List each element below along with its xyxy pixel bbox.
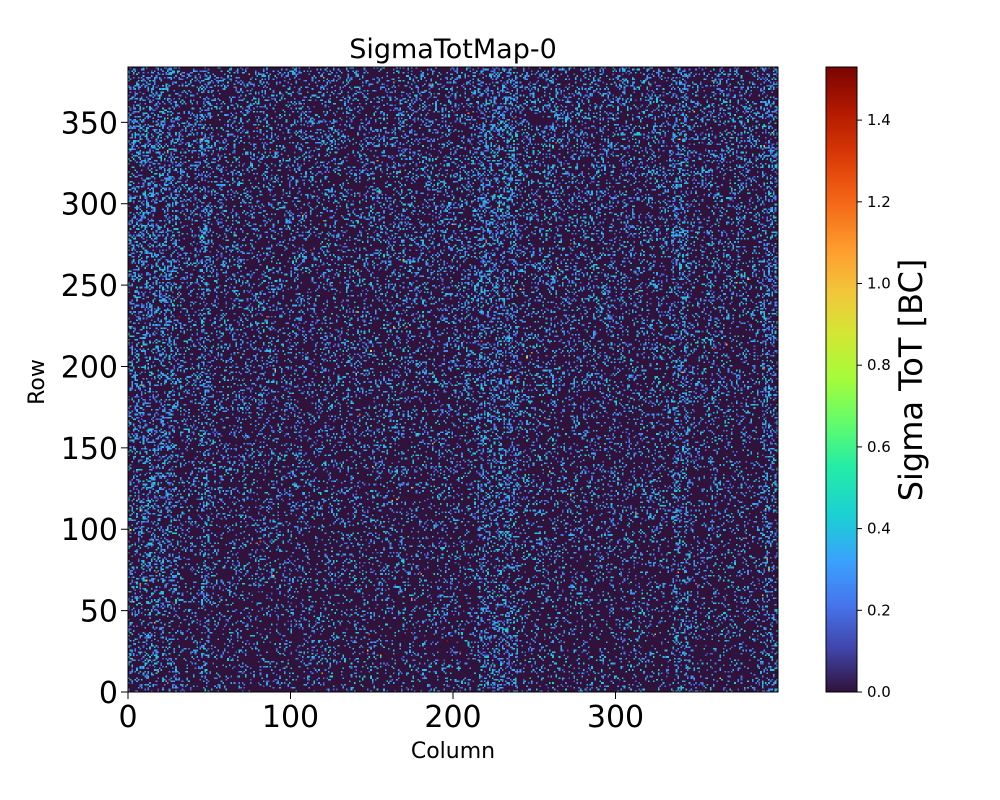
y-tick-label: 200 <box>61 350 118 385</box>
y-tick-label: 50 <box>80 595 118 630</box>
colorbar-tick-label: 0.4 <box>867 520 891 538</box>
colorbar: 0.0 0.2 0.4 0.6 0.8 1.0 1.2 1.4 Sigma ToT [BC] <box>825 66 930 701</box>
chart-title: SigmaTotMap-0 <box>349 34 557 65</box>
colorbar-tick-label: 1.4 <box>867 111 891 129</box>
colorbar-tick-label: 0.0 <box>867 683 891 701</box>
y-tick-label: 350 <box>61 106 118 141</box>
x-tick-label: 0 <box>118 700 137 735</box>
heatmap-plot-area <box>127 66 779 693</box>
colorbar-tick-label: 0.2 <box>867 601 891 619</box>
colorbar-tick-label: 0.6 <box>867 438 891 456</box>
x-tick-label: 200 <box>424 700 481 735</box>
colorbar-ticks: 0.0 0.2 0.4 0.6 0.8 1.0 1.2 1.4 <box>857 111 891 701</box>
y-tick-label: 100 <box>61 513 118 548</box>
y-tick-label: 250 <box>61 269 118 304</box>
colorbar-tick-label: 1.0 <box>867 275 891 293</box>
y-tick-label: 150 <box>61 432 118 467</box>
colorbar-tick-label: 1.2 <box>867 193 891 211</box>
colorbar-gradient <box>825 66 858 693</box>
y-axis: 0 50 100 150 200 250 300 350 <box>61 106 128 711</box>
colorbar-label: Sigma ToT [BC] <box>892 259 930 502</box>
y-axis-label: Row <box>25 359 50 405</box>
colorbar-tick-label: 0.8 <box>867 356 891 374</box>
x-tick-label: 100 <box>262 700 319 735</box>
x-axis-label: Column <box>411 739 495 764</box>
x-axis: 0 100 200 300 <box>118 692 644 735</box>
heatmap-image <box>128 67 778 692</box>
y-tick-label: 300 <box>61 188 118 223</box>
y-tick-label: 0 <box>99 676 118 711</box>
x-tick-label: 300 <box>587 700 644 735</box>
